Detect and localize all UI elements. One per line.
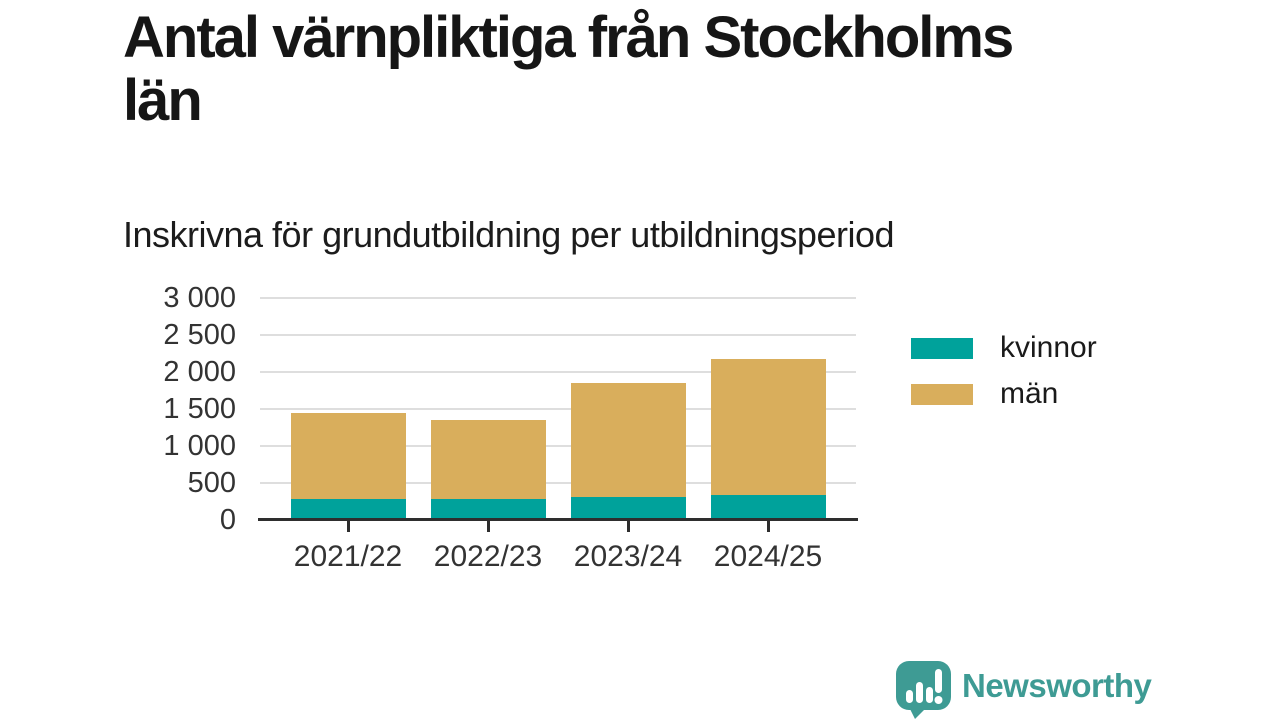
x-axis-line bbox=[258, 518, 858, 521]
gridline-2500 bbox=[260, 334, 856, 336]
x-axis-tick-2024-25 bbox=[766, 521, 770, 532]
bar-segment-kvinnor-2024-25 bbox=[710, 495, 826, 520]
bar-segment-man-2021-22 bbox=[290, 413, 406, 499]
newsworthy-speech-bubble-chart-icon bbox=[896, 661, 951, 719]
legend-item-man: män bbox=[911, 379, 1097, 409]
newsworthy-wordmark: Newsworthy bbox=[962, 667, 1152, 704]
x-axis-tick-2022-23 bbox=[486, 521, 490, 532]
plot-area: 0 500 1 000 1 500 2 000 2 500 3 000 2021/22 2022… bbox=[163, 283, 858, 573]
bar-segment-kvinnor-2022-23 bbox=[430, 499, 546, 520]
legend-swatch-kvinnor bbox=[911, 337, 973, 359]
x-axis-tick-2021-22 bbox=[346, 521, 350, 532]
y-axis-tick-label: 0 bbox=[219, 504, 236, 536]
bar-segment-man-2022-23 bbox=[430, 420, 546, 500]
bar-segment-man-2023-24 bbox=[570, 382, 686, 497]
legend: kvinnor män bbox=[911, 333, 1097, 425]
y-axis-tick-label: 3 000 bbox=[163, 282, 236, 314]
bar-segment-kvinnor-2021-22 bbox=[290, 498, 406, 520]
chart-title-line1: Antal värnpliktiga från Stockholms bbox=[123, 5, 1014, 70]
legend-label-kvinnor: kvinnor bbox=[1000, 331, 1097, 364]
y-axis-tick-label: 2 000 bbox=[163, 356, 236, 388]
bar-segment-kvinnor-2023-24 bbox=[570, 496, 686, 520]
chart-title-line2: län bbox=[123, 68, 203, 133]
legend-swatch-man bbox=[911, 383, 973, 405]
bar-segment-man-2024-25 bbox=[710, 358, 826, 496]
gridline-2000 bbox=[260, 371, 856, 373]
legend-item-kvinnor: kvinnor bbox=[911, 333, 1097, 363]
x-axis-label-2023-24: 2023/24 bbox=[573, 540, 683, 573]
x-axis-label-2024-25: 2024/25 bbox=[713, 540, 823, 573]
gridline-1000 bbox=[260, 445, 856, 447]
chart-title: Antal värnpliktiga från Stockholms län bbox=[123, 6, 1233, 132]
x-axis-tick-2023-24 bbox=[626, 521, 630, 532]
y-axis-tick-label: 1 000 bbox=[163, 430, 236, 462]
x-axis-label-2022-23: 2022/23 bbox=[433, 540, 543, 573]
y-axis-tick-label: 1 500 bbox=[163, 393, 236, 425]
chart-subtitle: Inskrivna för grundutbildning per utbild… bbox=[123, 214, 895, 255]
newsworthy-logo: Newsworthy bbox=[895, 659, 1152, 719]
legend-label-man: män bbox=[1000, 377, 1059, 410]
y-axis-tick-label: 500 bbox=[187, 467, 236, 499]
gridline-1500 bbox=[260, 408, 856, 410]
x-axis-label-2021-22: 2021/22 bbox=[293, 540, 403, 573]
gridline-500 bbox=[260, 482, 856, 484]
gridline-3000 bbox=[260, 297, 856, 299]
y-axis-tick-label: 2 500 bbox=[163, 319, 236, 351]
